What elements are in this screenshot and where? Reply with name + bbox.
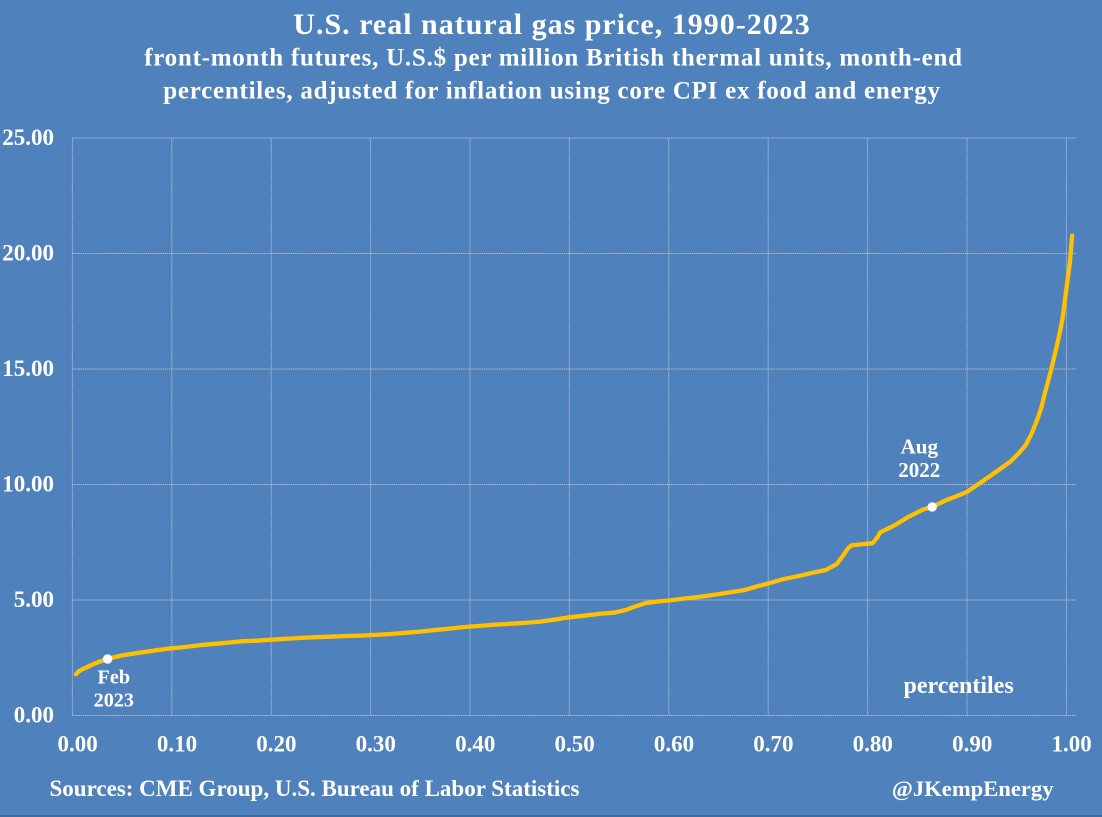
svg-text:Feb: Feb bbox=[98, 667, 131, 689]
svg-text:2023: 2023 bbox=[94, 690, 134, 712]
svg-text:0.80: 0.80 bbox=[853, 732, 893, 757]
svg-text:0.50: 0.50 bbox=[554, 732, 594, 757]
svg-text:0.60: 0.60 bbox=[654, 732, 694, 757]
svg-text:25.00: 25.00 bbox=[2, 125, 54, 150]
svg-text:U.S. real natural gas price, 1: U.S. real natural gas price, 1990-2023 bbox=[293, 8, 810, 41]
svg-text:15.00: 15.00 bbox=[2, 356, 54, 381]
svg-text:Sources: CME Group, U.S. Burea: Sources: CME Group, U.S. Bureau of Labor… bbox=[50, 776, 580, 801]
svg-text:0.90: 0.90 bbox=[952, 732, 992, 757]
svg-text:0.10: 0.10 bbox=[157, 732, 197, 757]
svg-text:10.00: 10.00 bbox=[2, 471, 54, 496]
svg-text:@JKempEnergy: @JKempEnergy bbox=[892, 776, 1054, 802]
svg-text:5.00: 5.00 bbox=[14, 587, 54, 612]
svg-text:front-month futures, U.S.$ per: front-month futures, U.S.$ per million B… bbox=[144, 45, 963, 72]
svg-text:0.40: 0.40 bbox=[455, 732, 495, 757]
svg-text:Aug: Aug bbox=[901, 435, 939, 459]
svg-text:percentiles: percentiles bbox=[903, 673, 1013, 699]
svg-text:2022: 2022 bbox=[898, 458, 940, 482]
svg-text:20.00: 20.00 bbox=[2, 240, 54, 265]
svg-text:percentiles, adjusted for infl: percentiles, adjusted for inflation usin… bbox=[163, 78, 940, 105]
svg-text:1.00: 1.00 bbox=[1051, 732, 1091, 757]
svg-text:0.00: 0.00 bbox=[14, 702, 54, 727]
svg-text:0.30: 0.30 bbox=[356, 732, 396, 757]
svg-text:0.00: 0.00 bbox=[57, 732, 97, 757]
svg-text:0.70: 0.70 bbox=[753, 732, 793, 757]
svg-text:0.20: 0.20 bbox=[256, 732, 296, 757]
